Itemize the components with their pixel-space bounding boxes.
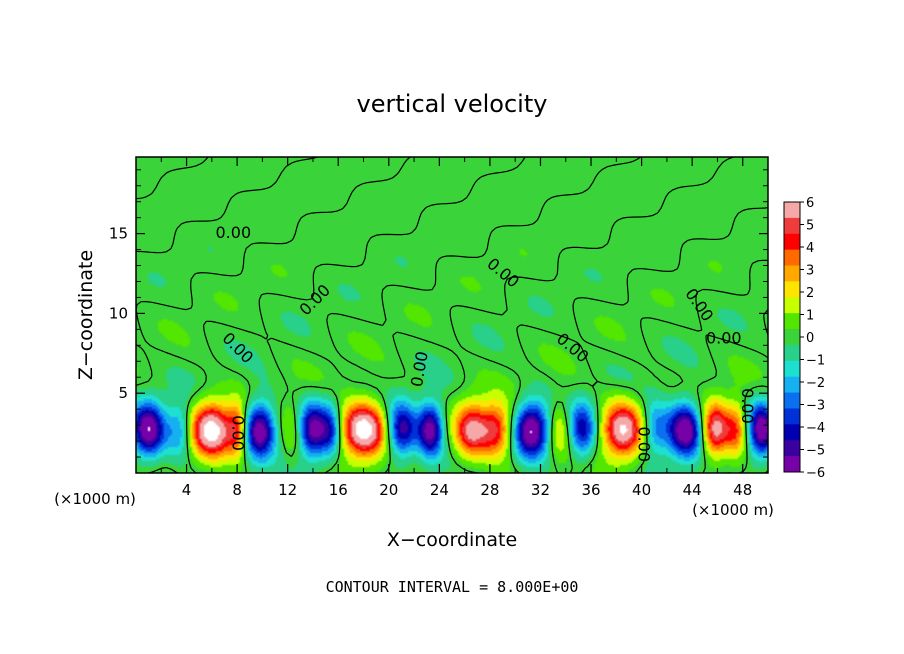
x-tick-label: 40 [632,481,651,499]
colorbar-swatch [784,392,800,409]
colorbar-tick-label: 2 [806,286,814,301]
x-tick-label: 20 [379,481,398,499]
colorbar-swatch [784,424,800,441]
y-axis-ticks: 5 10 15 [109,169,768,458]
colorbar-swatch [784,344,800,362]
x-tick-label: 32 [531,481,550,499]
colorbar-swatch [784,217,800,235]
plot-area: 0.000.000.000.000.000.000.000.000.00 0.00… [136,157,768,473]
y-axis-label: Z−coordinate [75,250,97,380]
colorbar-swatch [784,265,800,282]
colorbar-tick-label: −5 [806,444,825,459]
contour-label: 0.00 [706,328,742,347]
colorbar-tick-label: −1 [806,354,825,369]
y-tick-label: 10 [109,304,128,322]
colorbar-swatch [784,456,800,473]
x-tick-label: 12 [278,481,297,499]
x-tick-label: 8 [232,481,242,499]
colorbar-swatch [784,360,800,378]
velocity-field [136,157,768,473]
contour-interval-note: CONTOUR INTERVAL = 8.000E+00 [326,578,579,596]
x-unit-label: (×1000 m) [692,501,774,519]
colorbar-tick-label: −4 [806,421,825,436]
colorbar-tick-label: 4 [806,241,814,256]
y-unit-label: (×1000 m) [54,490,136,508]
colorbar-tick-label: −2 [806,376,825,391]
colorbar-tick-label: 5 [806,219,814,234]
chart-title: vertical velocity [357,90,548,118]
colorbar-swatch [784,440,800,457]
colorbar-swatch [784,313,800,330]
colorbar: 6 5 4 3 2 1 0 −1 −2 −3 −4 −5 −6 [783,196,825,481]
x-tick-label: 24 [430,481,449,499]
x-tick-label: 36 [581,481,600,499]
colorbar-swatch [784,376,800,394]
y-tick-label: 5 [118,384,128,402]
plot-frame [135,156,769,474]
colorbar-tick-label: 1 [806,309,814,324]
y-tick-label: 15 [109,225,128,243]
colorbar-swatch [784,297,800,314]
colorbar-tick-label: 6 [806,196,814,211]
colorbar-swatch [784,281,800,298]
colorbar-swatch [784,329,800,346]
colorbar-swatch [784,408,800,425]
contour-label: 0.00 [634,426,653,462]
contour-label: 0.00 [229,415,248,451]
x-tick-label: 16 [329,481,348,499]
x-axis-ticks: 4 8 12 16 20 24 28 32 36 40 44 48 [160,157,752,499]
colorbar-swatch [784,249,800,267]
contour-label: 0.00 [738,388,757,424]
contour-label: 0.00 [216,223,252,242]
x-axis-label: X−coordinate [387,529,517,551]
x-tick-label: 28 [480,481,499,499]
x-tick-label: 48 [733,481,752,499]
x-tick-label: 4 [182,481,192,499]
colorbar-tick-label: 0 [806,331,814,346]
colorbar-tick-label: 3 [806,264,814,279]
colorbar-tick-label: −6 [806,466,825,481]
colorbar-tick-label: −3 [806,399,825,414]
colorbar-swatch [784,202,800,219]
colorbar-swatch [784,233,800,251]
x-tick-label: 44 [683,481,702,499]
